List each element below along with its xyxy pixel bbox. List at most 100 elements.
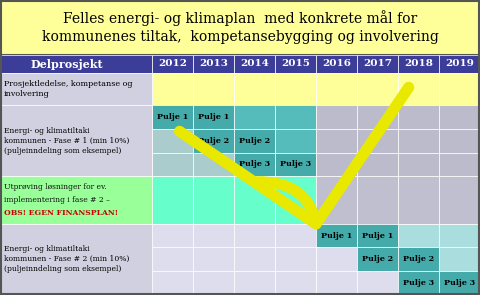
FancyBboxPatch shape bbox=[0, 55, 152, 73]
FancyBboxPatch shape bbox=[439, 73, 480, 105]
FancyBboxPatch shape bbox=[357, 105, 398, 129]
FancyBboxPatch shape bbox=[357, 248, 398, 271]
Text: Energi- og klimatiltaki
kommunen - Fase # 2 (min 10%)
(puljeinndeling som eksemp: Energi- og klimatiltaki kommunen - Fase … bbox=[4, 245, 130, 273]
FancyBboxPatch shape bbox=[316, 153, 357, 176]
FancyBboxPatch shape bbox=[193, 105, 234, 129]
FancyBboxPatch shape bbox=[398, 153, 439, 176]
FancyBboxPatch shape bbox=[398, 271, 439, 295]
FancyBboxPatch shape bbox=[439, 224, 480, 248]
FancyBboxPatch shape bbox=[193, 224, 234, 248]
FancyBboxPatch shape bbox=[275, 105, 316, 129]
FancyBboxPatch shape bbox=[316, 248, 357, 271]
FancyBboxPatch shape bbox=[357, 224, 398, 248]
FancyBboxPatch shape bbox=[193, 271, 234, 295]
FancyBboxPatch shape bbox=[316, 224, 357, 248]
FancyBboxPatch shape bbox=[234, 55, 275, 73]
FancyBboxPatch shape bbox=[398, 248, 439, 271]
Text: Pulje 2: Pulje 2 bbox=[239, 137, 270, 145]
FancyBboxPatch shape bbox=[0, 224, 152, 295]
Text: Pulje 1: Pulje 1 bbox=[321, 232, 352, 240]
Text: Pulje 3: Pulje 3 bbox=[280, 160, 311, 168]
FancyBboxPatch shape bbox=[439, 248, 480, 271]
FancyBboxPatch shape bbox=[316, 271, 357, 295]
Text: 2014: 2014 bbox=[240, 60, 269, 68]
FancyBboxPatch shape bbox=[234, 153, 275, 176]
FancyBboxPatch shape bbox=[0, 0, 480, 55]
FancyBboxPatch shape bbox=[275, 176, 316, 224]
Text: Utprøving løsninger for ev.: Utprøving løsninger for ev. bbox=[4, 183, 107, 191]
FancyBboxPatch shape bbox=[316, 129, 357, 153]
Text: implementering i fase # 2 –: implementering i fase # 2 – bbox=[4, 196, 110, 204]
FancyBboxPatch shape bbox=[193, 176, 234, 224]
FancyBboxPatch shape bbox=[193, 248, 234, 271]
FancyBboxPatch shape bbox=[275, 248, 316, 271]
FancyBboxPatch shape bbox=[234, 224, 275, 248]
FancyBboxPatch shape bbox=[357, 55, 398, 73]
FancyBboxPatch shape bbox=[357, 153, 398, 176]
FancyBboxPatch shape bbox=[152, 73, 193, 105]
FancyBboxPatch shape bbox=[275, 55, 316, 73]
FancyBboxPatch shape bbox=[234, 248, 275, 271]
FancyBboxPatch shape bbox=[234, 129, 275, 153]
Text: kommunenes tiltak,  kompetansebygging og involvering: kommunenes tiltak, kompetansebygging og … bbox=[42, 30, 438, 44]
Text: Pulje 2: Pulje 2 bbox=[403, 255, 434, 263]
FancyBboxPatch shape bbox=[398, 224, 439, 248]
FancyBboxPatch shape bbox=[398, 105, 439, 129]
FancyBboxPatch shape bbox=[275, 153, 316, 176]
FancyBboxPatch shape bbox=[234, 105, 275, 129]
Text: Energi- og klimatiltaki
kommunen - Fase # 1 (min 10%)
(puljeinndeling som eksemp: Energi- og klimatiltaki kommunen - Fase … bbox=[4, 127, 130, 155]
Text: OBS! EGEN FINANSPLAN!: OBS! EGEN FINANSPLAN! bbox=[4, 209, 118, 217]
Text: 2012: 2012 bbox=[158, 60, 187, 68]
FancyBboxPatch shape bbox=[0, 73, 152, 105]
FancyBboxPatch shape bbox=[439, 129, 480, 153]
FancyBboxPatch shape bbox=[316, 55, 357, 73]
Text: Pulje 2: Pulje 2 bbox=[362, 255, 393, 263]
FancyBboxPatch shape bbox=[234, 271, 275, 295]
FancyBboxPatch shape bbox=[357, 129, 398, 153]
Text: 2018: 2018 bbox=[404, 60, 433, 68]
FancyBboxPatch shape bbox=[152, 176, 193, 224]
FancyBboxPatch shape bbox=[275, 73, 316, 105]
FancyBboxPatch shape bbox=[0, 105, 152, 176]
FancyBboxPatch shape bbox=[193, 153, 234, 176]
Text: Pulje 1: Pulje 1 bbox=[198, 113, 229, 121]
FancyBboxPatch shape bbox=[193, 55, 234, 73]
FancyBboxPatch shape bbox=[152, 129, 193, 153]
Text: 2017: 2017 bbox=[363, 60, 392, 68]
FancyBboxPatch shape bbox=[234, 73, 275, 105]
FancyBboxPatch shape bbox=[439, 176, 480, 224]
FancyBboxPatch shape bbox=[357, 73, 398, 105]
FancyBboxPatch shape bbox=[152, 105, 193, 129]
FancyBboxPatch shape bbox=[234, 176, 275, 224]
FancyBboxPatch shape bbox=[275, 224, 316, 248]
Text: 2019: 2019 bbox=[445, 60, 474, 68]
Text: Pulje 2: Pulje 2 bbox=[198, 137, 229, 145]
FancyBboxPatch shape bbox=[152, 55, 193, 73]
FancyBboxPatch shape bbox=[439, 153, 480, 176]
FancyBboxPatch shape bbox=[275, 271, 316, 295]
Text: 2016: 2016 bbox=[322, 60, 351, 68]
FancyBboxPatch shape bbox=[0, 176, 152, 224]
Text: Prosjektledelse, kompetanse og
involvering: Prosjektledelse, kompetanse og involveri… bbox=[4, 80, 132, 98]
Text: Delprosjekt: Delprosjekt bbox=[31, 58, 103, 70]
FancyBboxPatch shape bbox=[398, 73, 439, 105]
Text: Felles energi- og klimaplan  med konkrete mål for: Felles energi- og klimaplan med konkrete… bbox=[63, 10, 417, 26]
FancyBboxPatch shape bbox=[316, 73, 357, 105]
Text: Pulje 3: Pulje 3 bbox=[444, 279, 475, 287]
Text: 2013: 2013 bbox=[199, 60, 228, 68]
FancyBboxPatch shape bbox=[316, 176, 357, 224]
FancyBboxPatch shape bbox=[193, 73, 234, 105]
FancyBboxPatch shape bbox=[193, 129, 234, 153]
FancyBboxPatch shape bbox=[439, 55, 480, 73]
Text: Pulje 1: Pulje 1 bbox=[157, 113, 188, 121]
FancyBboxPatch shape bbox=[152, 248, 193, 271]
FancyBboxPatch shape bbox=[439, 271, 480, 295]
FancyBboxPatch shape bbox=[357, 176, 398, 224]
FancyBboxPatch shape bbox=[152, 224, 193, 248]
FancyArrowPatch shape bbox=[180, 87, 408, 224]
FancyBboxPatch shape bbox=[275, 129, 316, 153]
Text: 2015: 2015 bbox=[281, 60, 310, 68]
Text: Pulje 1: Pulje 1 bbox=[362, 232, 393, 240]
FancyBboxPatch shape bbox=[152, 271, 193, 295]
FancyBboxPatch shape bbox=[439, 105, 480, 129]
